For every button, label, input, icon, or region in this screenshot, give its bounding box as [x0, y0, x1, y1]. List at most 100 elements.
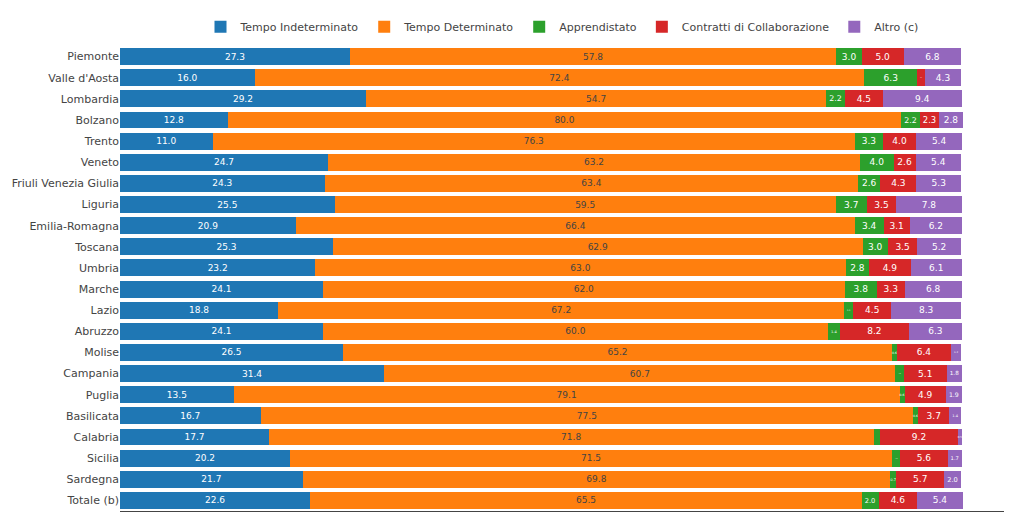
svg-text:Bolzano: Bolzano — [75, 114, 119, 127]
svg-text:4.3: 4.3 — [891, 178, 905, 188]
svg-text:63.0: 63.0 — [570, 263, 590, 273]
svg-text:Basilicata: Basilicata — [66, 410, 119, 423]
svg-text:13.5: 13.5 — [167, 390, 187, 400]
svg-text:16.7: 16.7 — [180, 411, 200, 421]
svg-text:Puglia: Puglia — [86, 389, 119, 402]
svg-text:4.5: 4.5 — [857, 94, 871, 104]
svg-text:62.0: 62.0 — [574, 284, 594, 294]
svg-text:Emilia-Romagna: Emilia-Romagna — [29, 220, 119, 233]
svg-text:Veneto: Veneto — [81, 156, 119, 169]
svg-text:8.2: 8.2 — [867, 326, 881, 336]
svg-text:0.7: 0.7 — [890, 478, 897, 482]
svg-text:Apprendistato: Apprendistato — [559, 21, 637, 34]
svg-text:3.1: 3.1 — [889, 221, 903, 231]
svg-text:3.3: 3.3 — [884, 284, 898, 294]
svg-text:Campania: Campania — [63, 367, 119, 380]
svg-text:2.0: 2.0 — [947, 476, 958, 484]
svg-text:Umbria: Umbria — [79, 262, 119, 275]
svg-text:1.4: 1.4 — [952, 414, 958, 418]
svg-text:16.0: 16.0 — [177, 73, 197, 83]
svg-text:4.9: 4.9 — [883, 263, 898, 273]
svg-text:6.4: 6.4 — [917, 347, 932, 357]
svg-text:24.7: 24.7 — [214, 157, 234, 167]
svg-text:4.0: 4.0 — [892, 136, 907, 146]
svg-text:24.3: 24.3 — [212, 178, 232, 188]
svg-text:76.3: 76.3 — [524, 136, 544, 146]
svg-text:5.4: 5.4 — [931, 157, 946, 167]
svg-text:4.3: 4.3 — [936, 73, 950, 83]
svg-text:Molise: Molise — [84, 346, 119, 359]
svg-text:25.3: 25.3 — [216, 242, 236, 252]
svg-text:0.6: 0.6 — [900, 393, 905, 397]
svg-text:0.6: 0.6 — [913, 414, 918, 418]
svg-text:Calabria: Calabria — [73, 431, 119, 444]
svg-text:63.4: 63.4 — [581, 178, 601, 188]
svg-text:9.2: 9.2 — [912, 432, 926, 442]
svg-text:3.0: 3.0 — [842, 52, 857, 62]
svg-text:4.9: 4.9 — [918, 390, 933, 400]
svg-text:5.3: 5.3 — [932, 178, 946, 188]
svg-text:1.0: 1.0 — [898, 372, 900, 375]
svg-text:2.3: 2.3 — [923, 115, 936, 125]
svg-text:5.2: 5.2 — [932, 242, 946, 252]
svg-text:24.1: 24.1 — [211, 326, 231, 336]
svg-text:3.5: 3.5 — [895, 242, 909, 252]
svg-text:1.1: 1.1 — [847, 309, 851, 311]
svg-text:Friuli Venezia Giulia: Friuli Venezia Giulia — [12, 177, 119, 190]
svg-text:29.2: 29.2 — [233, 94, 253, 104]
svg-text:71.8: 71.8 — [561, 432, 581, 442]
svg-text:62.9: 62.9 — [588, 242, 608, 252]
svg-text:1.0: 1.0 — [895, 457, 897, 460]
svg-text:5.7: 5.7 — [913, 474, 927, 484]
svg-text:2.6: 2.6 — [897, 157, 912, 167]
svg-text:Valle d'Aosta: Valle d'Aosta — [48, 72, 119, 85]
svg-text:79.1: 79.1 — [557, 390, 577, 400]
svg-text:3.3: 3.3 — [862, 136, 876, 146]
svg-text:6.8: 6.8 — [925, 52, 940, 62]
svg-text:59.5: 59.5 — [575, 200, 595, 210]
svg-text:4.6: 4.6 — [891, 495, 906, 505]
svg-text:8.3: 8.3 — [919, 305, 933, 315]
svg-text:63.2: 63.2 — [584, 157, 604, 167]
svg-text:2.0: 2.0 — [865, 497, 876, 505]
svg-text:Tempo Indeterminato: Tempo Indeterminato — [240, 21, 359, 34]
svg-text:26.5: 26.5 — [222, 347, 242, 357]
svg-text:Trento: Trento — [84, 135, 119, 148]
svg-text:Contratti di Collaborazione: Contratti di Collaborazione — [682, 21, 829, 34]
svg-text:0.8: 0.8 — [877, 436, 878, 437]
svg-text:11.0: 11.0 — [156, 136, 176, 146]
svg-text:Liguria: Liguria — [82, 198, 119, 211]
svg-text:31.4: 31.4 — [242, 369, 262, 379]
svg-text:18.8: 18.8 — [189, 305, 209, 315]
svg-text:Lombardia: Lombardia — [61, 93, 119, 106]
svg-text:80.0: 80.0 — [554, 115, 574, 125]
svg-text:2.2: 2.2 — [829, 94, 842, 103]
svg-text:Toscana: Toscana — [74, 241, 119, 254]
svg-text:5.4: 5.4 — [932, 136, 947, 146]
svg-text:6.8: 6.8 — [926, 284, 941, 294]
svg-text:1.7: 1.7 — [951, 455, 959, 461]
svg-text:3.4: 3.4 — [862, 221, 877, 231]
svg-text:20.2: 20.2 — [195, 453, 215, 463]
svg-text:6.2: 6.2 — [929, 221, 943, 231]
svg-text:4.0: 4.0 — [870, 157, 885, 167]
svg-text:3.7: 3.7 — [844, 200, 858, 210]
svg-text:25.5: 25.5 — [217, 200, 237, 210]
svg-text:3.5: 3.5 — [874, 200, 888, 210]
svg-text:Sicilia: Sicilia — [87, 452, 119, 465]
svg-text:3.0: 3.0 — [868, 242, 883, 252]
svg-text:6.3: 6.3 — [928, 326, 942, 336]
svg-text:71.5: 71.5 — [581, 453, 601, 463]
svg-text:72.4: 72.4 — [549, 73, 569, 83]
svg-text:65.2: 65.2 — [608, 347, 628, 357]
svg-text:23.2: 23.2 — [208, 263, 228, 273]
svg-text:1.8: 1.8 — [950, 370, 959, 376]
svg-text:5.1: 5.1 — [918, 369, 932, 379]
svg-text:0.6: 0.6 — [892, 351, 897, 355]
svg-text:0.5: 0.5 — [958, 436, 963, 439]
svg-text:2.8: 2.8 — [944, 115, 959, 125]
svg-text:60.7: 60.7 — [630, 369, 650, 379]
svg-text:6.3: 6.3 — [884, 73, 898, 83]
svg-text:2.8: 2.8 — [850, 263, 865, 273]
svg-text:Abruzzo: Abruzzo — [75, 325, 120, 338]
